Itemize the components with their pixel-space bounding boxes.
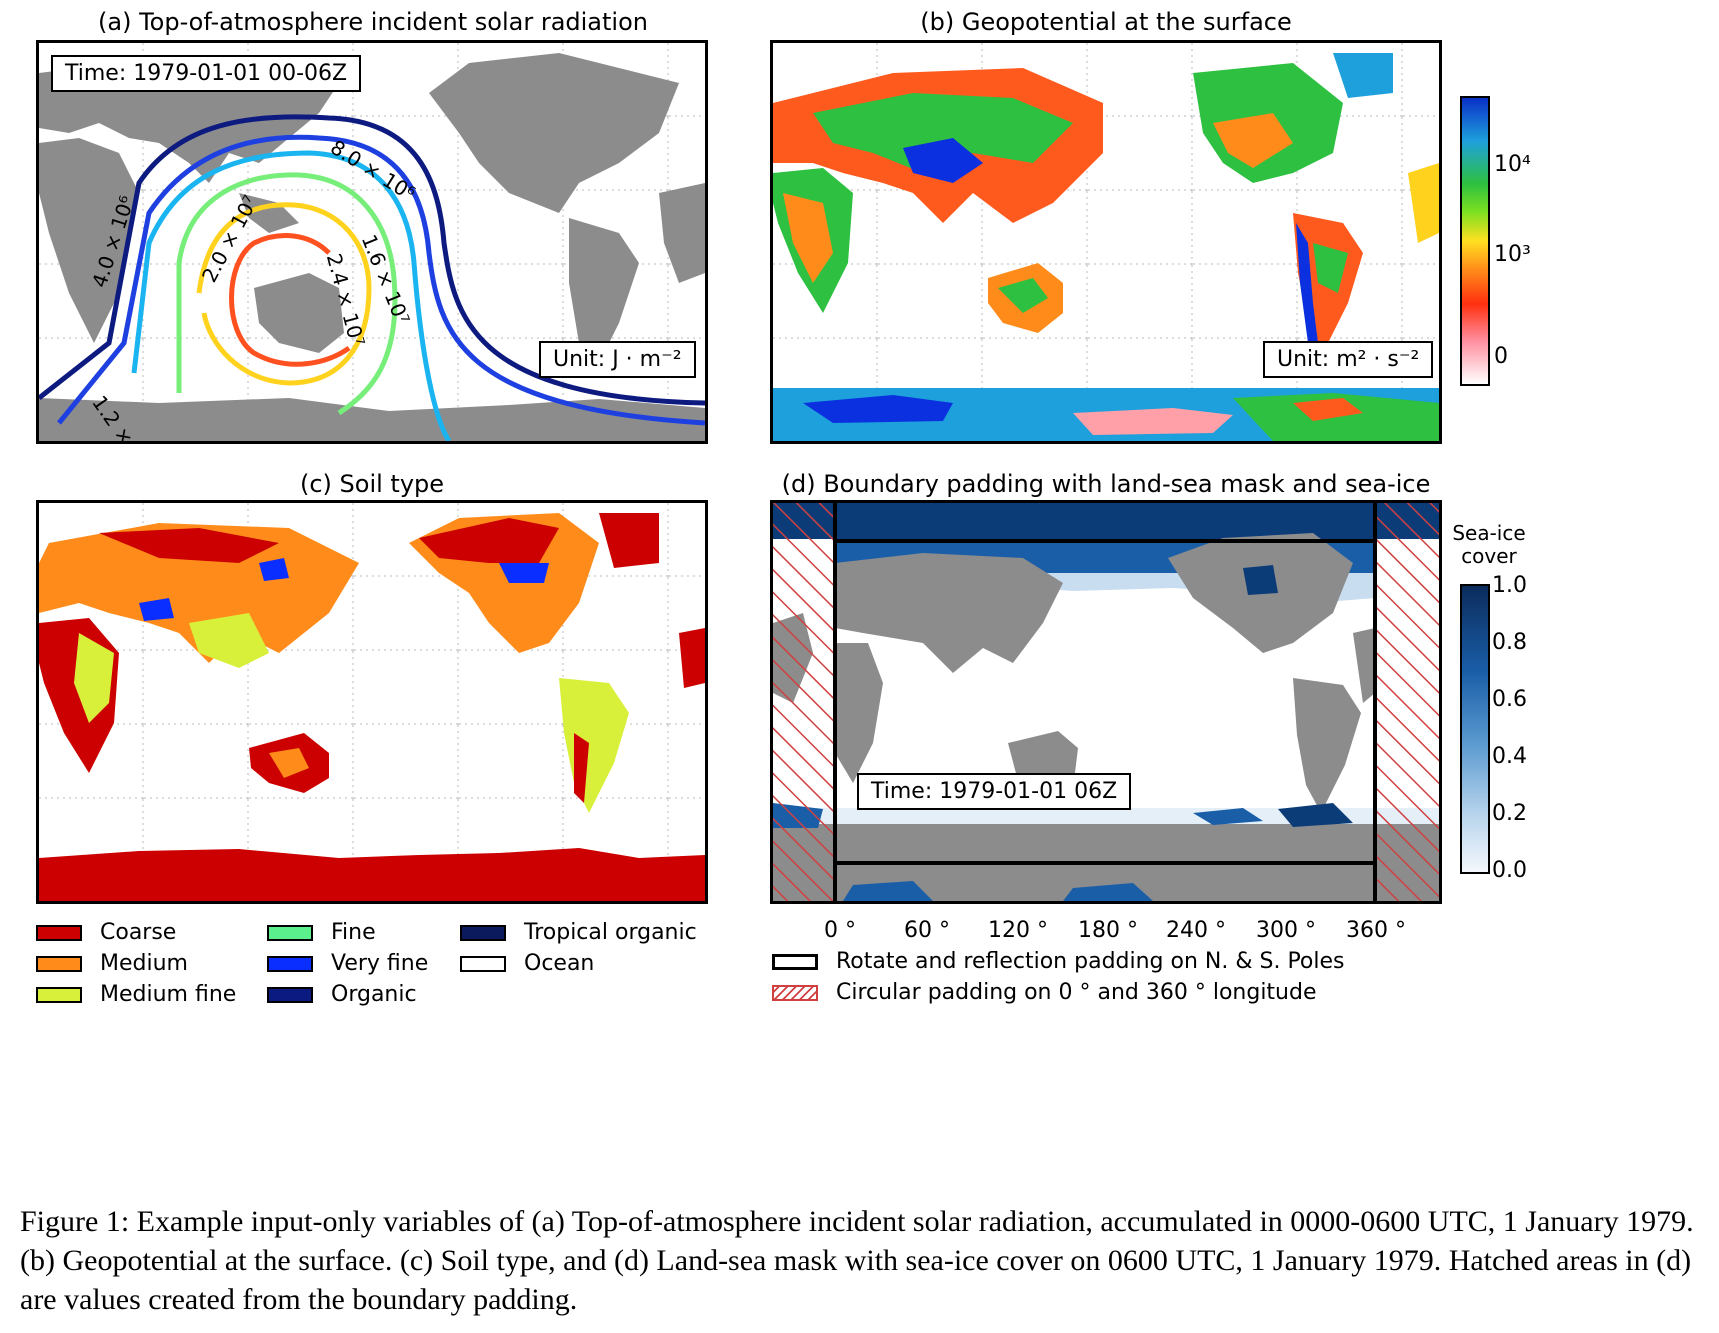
- swatch-very-fine: [267, 955, 313, 972]
- legend-coarse: Coarse: [36, 920, 176, 945]
- legend-rotate-reflection-label: Rotate and reflection padding on N. & S.…: [836, 949, 1345, 974]
- legend-very-fine-label: Very fine: [331, 951, 429, 976]
- swatch-coarse: [36, 924, 82, 941]
- panel-c-title: (c) Soil type: [299, 470, 445, 498]
- swatch-ocean: [460, 955, 506, 972]
- panel-d-svg: [773, 503, 1439, 901]
- legend-organic-label: Organic: [331, 982, 417, 1007]
- panel-d-cb-tick-0_8: 0.8: [1492, 630, 1527, 655]
- panel-d-xtick-240: 240 °: [1166, 918, 1226, 943]
- panel-d-colorbar: [1460, 584, 1490, 874]
- swatch-rotate-reflection: [772, 953, 818, 970]
- panel-a-title: (a) Top-of-atmosphere incident solar rad…: [98, 8, 648, 36]
- panel-a-time-box: Time: 1979-01-01 00-06Z: [51, 55, 362, 92]
- swatch-tropical-organic: [460, 924, 506, 941]
- panel-a-map: 8.0 × 10⁶ 4.0 × 10⁶ 2.0 × 10⁷ 1.6 × 10⁷ …: [36, 40, 708, 444]
- panel-d-map: Time: 1979-01-01 06Z: [770, 500, 1442, 904]
- panel-d-north-padding: [773, 503, 1439, 539]
- swatch-organic: [267, 986, 313, 1003]
- legend-ocean: Ocean: [460, 951, 594, 976]
- legend-very-fine: Very fine: [267, 951, 428, 976]
- panel-d-colorbar-title: Sea-ice cover: [1452, 521, 1526, 568]
- panel-d-time-box: Time: 1979-01-01 06Z: [857, 773, 1132, 810]
- legend-ocean-label: Ocean: [524, 951, 595, 976]
- panel-c-svg: [39, 503, 705, 901]
- panel-d-xtick-300: 300 °: [1256, 918, 1316, 943]
- figure-caption-text: Figure 1: Example input-only variables o…: [20, 1205, 1694, 1316]
- panel-b-map: Unit: m² · s⁻²: [770, 40, 1442, 444]
- panel-d-boundary-lines: [833, 503, 1377, 901]
- panel-b-svg: [773, 43, 1439, 441]
- panel-a-svg: [39, 43, 705, 441]
- legend-medium-fine-label: Medium fine: [100, 982, 237, 1007]
- swatch-fine: [267, 924, 313, 941]
- legend-circular-padding-label: Circular padding on 0 ° and 360 ° longit…: [836, 980, 1317, 1005]
- legend-medium-label: Medium: [100, 951, 188, 976]
- legend-tropical-organic: Tropical organic: [460, 920, 697, 945]
- panel-c-soil: [39, 513, 705, 901]
- legend-circular-padding: Circular padding on 0 ° and 360 ° longit…: [772, 980, 1317, 1005]
- figure-caption: Figure 1: Example input-only variables o…: [20, 1202, 1710, 1319]
- panel-c-map: [36, 500, 708, 904]
- panel-d-xtick-180: 180 °: [1078, 918, 1138, 943]
- swatch-circular-padding: [772, 984, 818, 1001]
- legend-medium-fine: Medium fine: [36, 982, 236, 1007]
- panel-d-cb-tick-0_4: 0.4: [1492, 744, 1527, 769]
- legend-organic: Organic: [267, 982, 417, 1007]
- panel-b-cb-tick-1e4: 10⁴: [1494, 152, 1531, 177]
- swatch-medium-fine: [36, 986, 82, 1003]
- panel-d-title: (d) Boundary padding with land-sea mask …: [781, 470, 1431, 498]
- legend-fine: Fine: [267, 920, 376, 945]
- panel-d-xtick-120: 120 °: [988, 918, 1048, 943]
- panel-b-title: (b) Geopotential at the surface: [920, 8, 1292, 36]
- panel-d-cb-tick-0_0: 0.0: [1492, 858, 1527, 883]
- panel-d-cb-tick-1_0: 1.0: [1492, 573, 1527, 598]
- panel-a-contours: [39, 114, 705, 441]
- panel-d-east-hatch: [1375, 503, 1439, 901]
- legend-fine-label: Fine: [331, 920, 376, 945]
- panel-d-west-hatch: [773, 503, 835, 901]
- swatch-medium: [36, 955, 82, 972]
- panel-b-cb-tick-1e3: 10³: [1494, 242, 1531, 267]
- panel-d-xtick-60: 60 °: [904, 918, 950, 943]
- panel-d-cb-tick-0_6: 0.6: [1492, 687, 1527, 712]
- panel-d-xtick-360: 360 °: [1346, 918, 1406, 943]
- panel-a-land: [39, 53, 705, 441]
- legend-tropical-organic-label: Tropical organic: [524, 920, 697, 945]
- panel-a-unit-box: Unit: J · m⁻²: [539, 341, 696, 378]
- panel-b-cb-tick-0: 0: [1494, 344, 1508, 369]
- legend-rotate-reflection: Rotate and reflection padding on N. & S.…: [772, 949, 1345, 974]
- panel-b-terrain: [773, 53, 1439, 441]
- panel-d-xtick-0: 0 °: [824, 918, 856, 943]
- panel-b-unit-box: Unit: m² · s⁻²: [1263, 341, 1434, 378]
- panel-b-colorbar: [1460, 96, 1490, 386]
- legend-medium: Medium: [36, 951, 188, 976]
- panel-d-cb-tick-0_2: 0.2: [1492, 801, 1527, 826]
- legend-coarse-label: Coarse: [100, 920, 177, 945]
